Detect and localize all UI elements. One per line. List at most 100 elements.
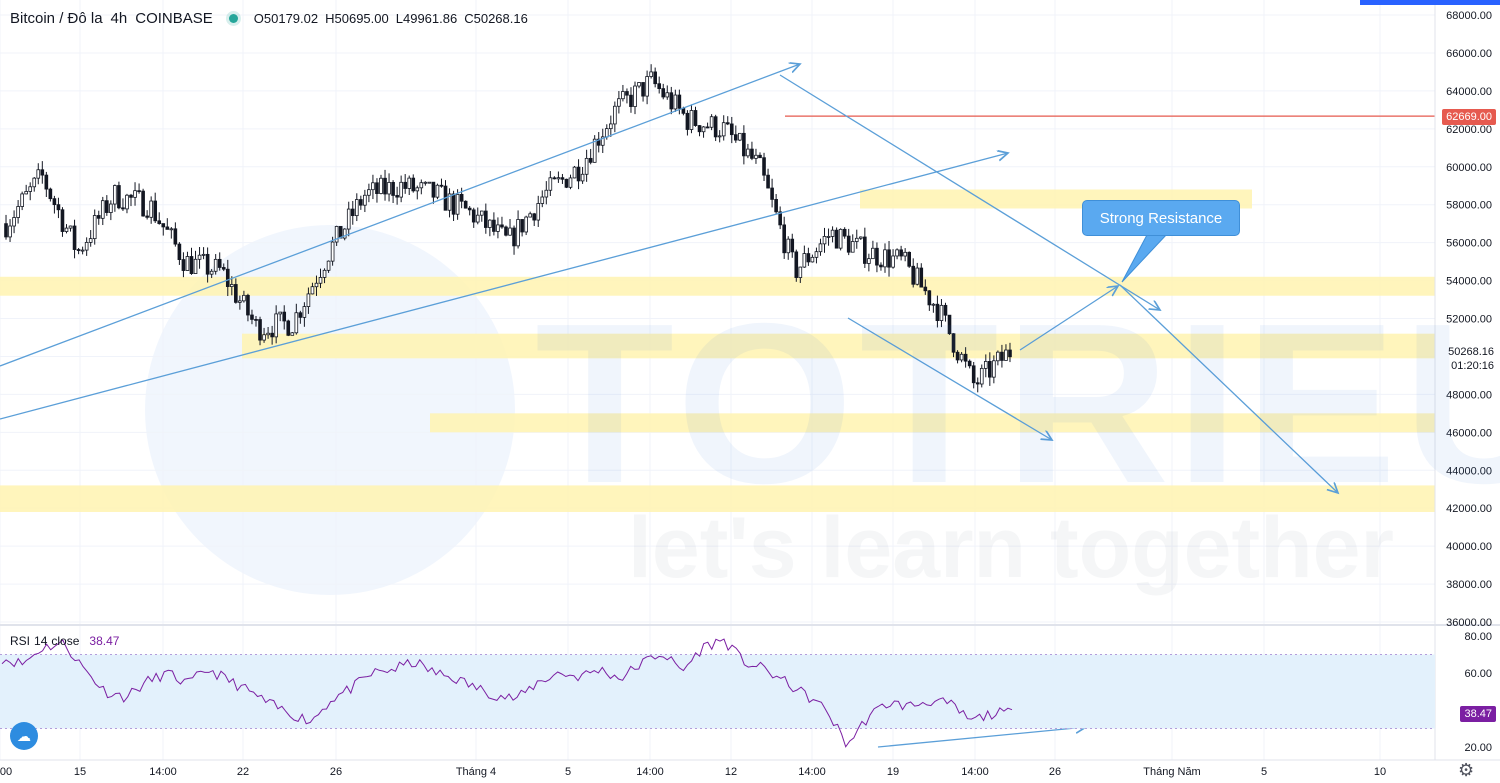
candle-body [290,332,295,336]
candle-body [258,319,262,341]
candle-body [653,71,657,85]
candle-body [298,312,303,318]
candle-body [484,210,488,228]
candle-body [169,228,174,231]
candle-body [306,293,311,307]
time-tick-label: 19 [887,766,899,778]
candle-body [52,198,57,206]
candle-body [810,256,815,263]
callout-pointer [1121,232,1170,283]
candle-body [770,187,774,200]
candle-body [713,116,718,138]
symbol-name[interactable]: Bitcoin / Đô la [10,10,103,27]
candle-body [455,193,460,215]
candle-body [907,251,911,267]
candle-body [536,203,541,221]
candle-body [100,200,105,219]
candle-body [705,126,710,129]
candle-body [802,253,807,268]
candle-body [278,311,283,315]
candle-body [983,361,988,369]
candle-body [625,91,629,96]
candle-body [383,177,387,195]
candle-body [225,268,230,287]
candle-body [649,71,653,77]
candle-body [44,174,49,190]
candle-body [314,282,319,288]
candle-body [729,123,734,136]
candle-body [1000,351,1004,361]
candle-body [669,92,674,110]
candle-body [262,334,266,341]
rsi-source: close [51,634,80,648]
candle-body [580,173,585,182]
candle-body [738,132,742,141]
candle-body [572,166,577,179]
candle-body [242,294,246,302]
gear-icon[interactable]: ⚙ [1458,760,1475,780]
trendline-arrow [847,317,1052,440]
price-tick-label: 66000.00 [1446,48,1492,60]
candle-body [471,209,476,223]
interval-label[interactable]: 4h [110,10,128,27]
trendline-arrow [1019,286,1118,351]
strong-resistance-callout[interactable]: Strong Resistance [1082,200,1240,236]
candle-body [701,126,706,133]
time-tick-label: 22 [237,766,249,778]
candle-body [798,266,803,278]
rsi-band [0,654,1435,729]
trendline-arrow [779,74,1160,310]
ohlc-close: C50268.16 [464,11,528,26]
candle-body [266,332,270,336]
ohlc-open: O50179.02 [254,11,318,26]
candle-body [584,157,589,175]
exchange-label: COINBASE [135,10,213,27]
price-tick-label: 52000.00 [1446,314,1492,326]
candle-body [762,157,766,176]
candle-body [12,217,16,227]
candle-body [867,258,871,264]
high-label: H [325,11,335,26]
candle-body [617,98,621,107]
candle-body [552,177,557,180]
candle-body [48,188,53,200]
candle-body [971,365,976,384]
time-tick-label: 12 [725,766,737,778]
candle-body [359,199,363,206]
rsi-line [1,638,1013,748]
open-label: O [253,11,264,26]
time-tick-label: 14:00 [636,766,664,778]
candle-body [197,254,202,260]
candle-body [137,190,141,193]
candle-body [16,206,20,218]
candle-body [717,135,722,138]
candle-body [419,182,424,189]
candle-body [475,214,480,223]
candle-body [830,229,835,237]
candle-body [935,303,940,322]
trendline-arrow [0,153,1008,420]
candle-body [927,290,932,306]
candle-body [899,249,903,257]
candle-body [161,223,166,228]
rsi-title[interactable]: RSI [10,634,31,648]
candle-body [322,269,327,278]
candle-body [512,227,516,247]
candle-body [996,351,1000,362]
candle-body [415,187,420,192]
candle-body [435,184,440,198]
top-accent-bar [1360,0,1500,5]
candle-body [375,182,379,194]
candle-body [141,190,145,217]
cloud-logo-icon[interactable]: ☁ [10,722,38,750]
candle-body [979,367,984,385]
candle-body [875,247,879,266]
candle-body [354,199,359,217]
candle-body [858,236,863,239]
price-tick-label: 36000.00 [1446,617,1492,629]
candle-body [217,258,222,268]
candle-body [600,136,605,146]
candle-body [238,300,242,303]
candle-body [879,264,883,268]
